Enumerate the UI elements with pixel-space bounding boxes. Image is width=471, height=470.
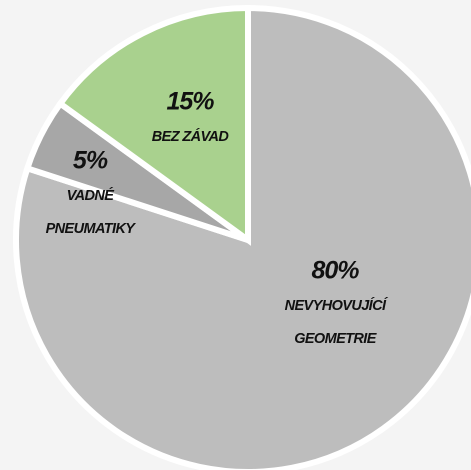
pie-slice: [56, 4, 251, 246]
category-label: BEZ ZÁVAD: [152, 128, 230, 145]
category-label: VADNÉ: [67, 187, 116, 204]
value-label: 80%: [311, 257, 359, 285]
category-label: NEVYHOVUJÍCÍ: [285, 297, 389, 314]
category-label: PNEUMATIKY: [46, 221, 137, 237]
value-label: 15%: [166, 88, 214, 116]
category-label: GEOMETRIE: [294, 331, 378, 347]
value-label: 5%: [73, 147, 108, 175]
